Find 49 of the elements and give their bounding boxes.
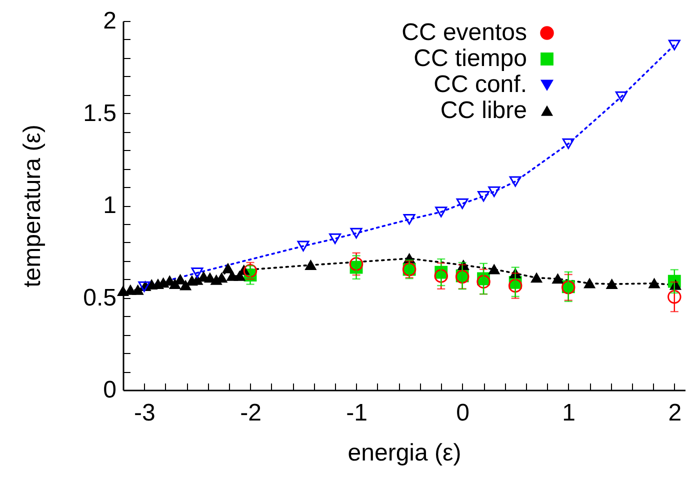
point [403,214,416,225]
point [488,186,500,197]
point [191,268,204,278]
x-tick-label: 0 [456,400,470,426]
point [435,206,448,218]
x-tick-label: 2 [668,400,682,426]
point [174,274,186,284]
x-axis-title: energia (ε) [348,440,462,466]
point [606,279,618,289]
point [668,290,682,304]
point [329,233,342,244]
point [305,260,316,270]
y-tick-label: 0.5 [83,284,116,312]
point [124,285,136,295]
y-tick-label: 1 [103,192,116,219]
point [243,264,258,278]
legend-label: CC libre [440,97,527,124]
point [222,264,234,274]
point [668,40,680,50]
y-tick-label: 2 [103,8,116,34]
point [132,285,144,295]
point [648,278,660,288]
point [434,269,448,283]
legend-label: CC tiempo [414,45,527,72]
legend-label: CC eventos [402,19,527,46]
point [552,274,564,284]
point [508,278,522,293]
y-tick-label: 0 [103,376,116,404]
legend-label: CC conf. [434,71,527,98]
point [488,264,500,274]
y-axis-title: temperatura (ε) [19,124,46,288]
point [297,240,310,252]
point [562,138,574,149]
point [478,190,490,202]
point [349,257,364,271]
point [531,272,542,283]
x-tick-label: -3 [134,400,156,426]
x-tick-label: 1 [562,400,576,426]
x-tick-label: -1 [346,400,368,426]
point [615,91,628,102]
point [476,274,490,289]
y-tick-label: 1.5 [83,100,116,127]
point [456,198,468,209]
point [226,271,238,281]
point [350,228,362,238]
point [180,280,192,290]
point [584,278,596,288]
point [509,176,522,187]
x-tick-label: -2 [240,400,262,426]
